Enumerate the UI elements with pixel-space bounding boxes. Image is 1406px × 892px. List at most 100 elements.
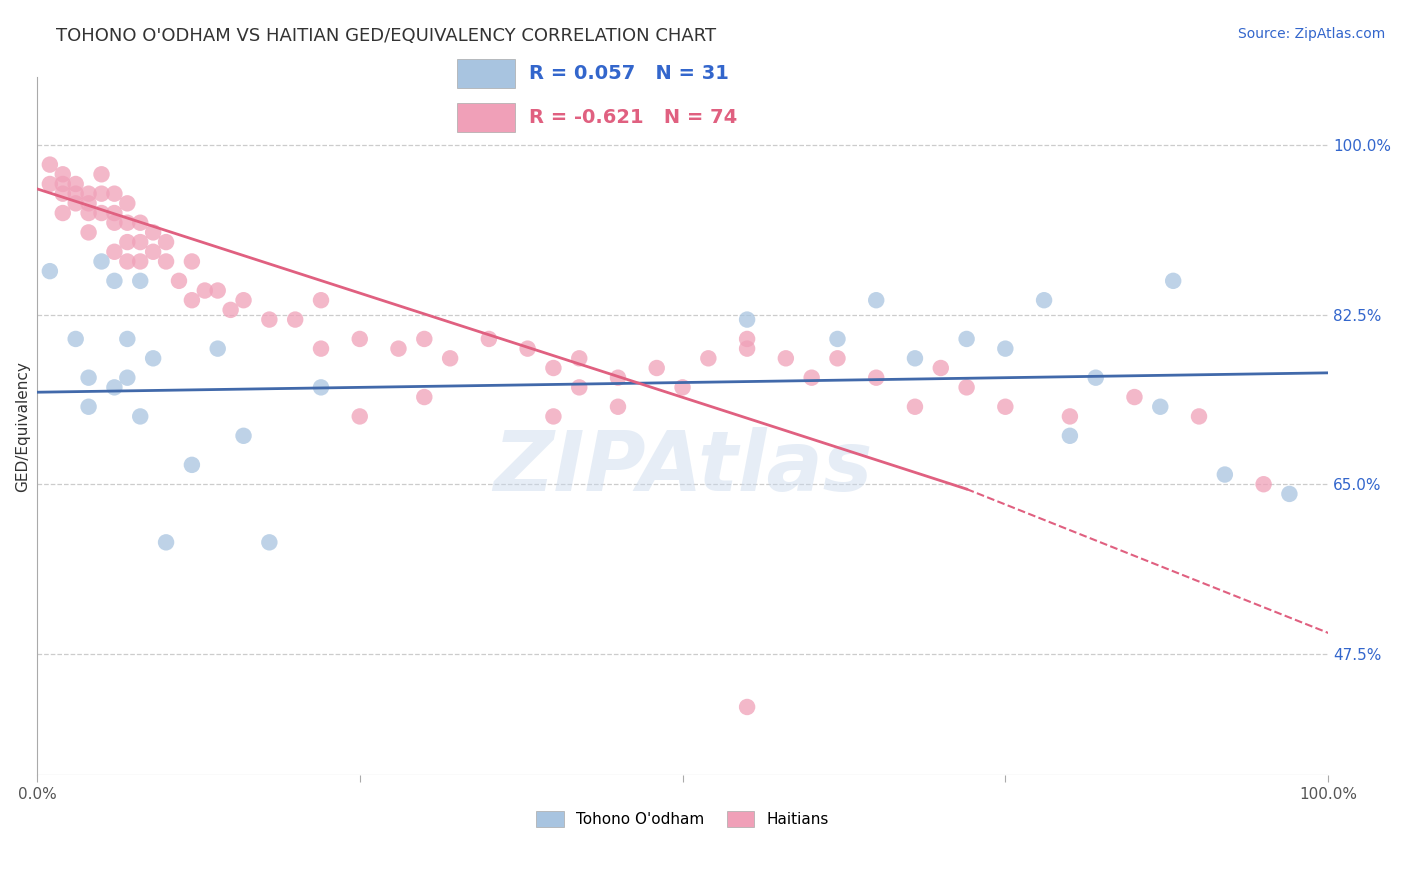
Point: [1033, 293, 1056, 308]
Point: [103, 274, 125, 288]
Point: [207, 284, 229, 298]
Point: [516, 342, 538, 356]
Point: [865, 293, 887, 308]
Point: [568, 351, 591, 366]
Text: R = 0.057   N = 31: R = 0.057 N = 31: [529, 64, 728, 83]
Point: [180, 254, 202, 268]
Point: [52, 177, 75, 191]
Point: [129, 254, 152, 268]
Point: [284, 312, 307, 326]
Point: [259, 312, 281, 326]
Point: [52, 206, 75, 220]
Point: [90, 254, 112, 268]
Point: [117, 370, 139, 384]
FancyBboxPatch shape: [457, 103, 515, 132]
Point: [697, 351, 720, 366]
Point: [65, 196, 87, 211]
Point: [103, 186, 125, 201]
Point: [1149, 400, 1171, 414]
Point: [142, 244, 165, 259]
Point: [543, 361, 565, 376]
Point: [167, 274, 190, 288]
Point: [827, 351, 849, 366]
Point: [1253, 477, 1275, 491]
Point: [904, 400, 927, 414]
Point: [180, 458, 202, 472]
Point: [77, 400, 100, 414]
Point: [1084, 370, 1107, 384]
Point: [52, 186, 75, 201]
Point: [65, 186, 87, 201]
Point: [65, 177, 87, 191]
Text: ZIPAtlas: ZIPAtlas: [494, 427, 872, 508]
Point: [1278, 487, 1301, 501]
Point: [129, 235, 152, 249]
Point: [349, 409, 371, 424]
Text: R = -0.621   N = 74: R = -0.621 N = 74: [529, 108, 737, 127]
Point: [129, 216, 152, 230]
Point: [735, 342, 758, 356]
Point: [478, 332, 501, 346]
Point: [735, 312, 758, 326]
Point: [232, 429, 254, 443]
Point: [90, 186, 112, 201]
Point: [103, 380, 125, 394]
Point: [155, 235, 177, 249]
Point: [929, 361, 952, 376]
Point: [77, 206, 100, 220]
Point: [103, 206, 125, 220]
Point: [735, 700, 758, 714]
Point: [117, 216, 139, 230]
Point: [52, 167, 75, 181]
Point: [180, 293, 202, 308]
Point: [800, 370, 823, 384]
Point: [219, 302, 242, 317]
Point: [735, 332, 758, 346]
Point: [129, 274, 152, 288]
Point: [994, 342, 1017, 356]
Point: [103, 216, 125, 230]
Point: [387, 342, 409, 356]
Point: [671, 380, 693, 394]
Point: [827, 332, 849, 346]
Point: [645, 361, 668, 376]
Point: [38, 264, 60, 278]
Point: [775, 351, 797, 366]
Point: [142, 351, 165, 366]
Point: [117, 254, 139, 268]
Point: [955, 380, 977, 394]
Point: [413, 390, 436, 404]
Point: [38, 177, 60, 191]
Point: [994, 400, 1017, 414]
Point: [155, 254, 177, 268]
Point: [207, 342, 229, 356]
Point: [1059, 409, 1081, 424]
Point: [90, 167, 112, 181]
Point: [1123, 390, 1146, 404]
Point: [38, 158, 60, 172]
Point: [77, 186, 100, 201]
Point: [1161, 274, 1184, 288]
Point: [142, 226, 165, 240]
Point: [1059, 429, 1081, 443]
Point: [117, 235, 139, 249]
Point: [607, 370, 630, 384]
Text: TOHONO O'ODHAM VS HAITIAN GED/EQUIVALENCY CORRELATION CHART: TOHONO O'ODHAM VS HAITIAN GED/EQUIVALENC…: [56, 27, 717, 45]
Point: [309, 380, 332, 394]
FancyBboxPatch shape: [457, 59, 515, 87]
Y-axis label: GED/Equivalency: GED/Equivalency: [15, 360, 30, 491]
Point: [309, 342, 332, 356]
Point: [607, 400, 630, 414]
Text: Source: ZipAtlas.com: Source: ZipAtlas.com: [1237, 27, 1385, 41]
Point: [1213, 467, 1236, 482]
Point: [90, 206, 112, 220]
Point: [77, 196, 100, 211]
Point: [1188, 409, 1211, 424]
Point: [77, 226, 100, 240]
Point: [955, 332, 977, 346]
Point: [65, 332, 87, 346]
Point: [129, 409, 152, 424]
Point: [413, 332, 436, 346]
Point: [543, 409, 565, 424]
Point: [309, 293, 332, 308]
